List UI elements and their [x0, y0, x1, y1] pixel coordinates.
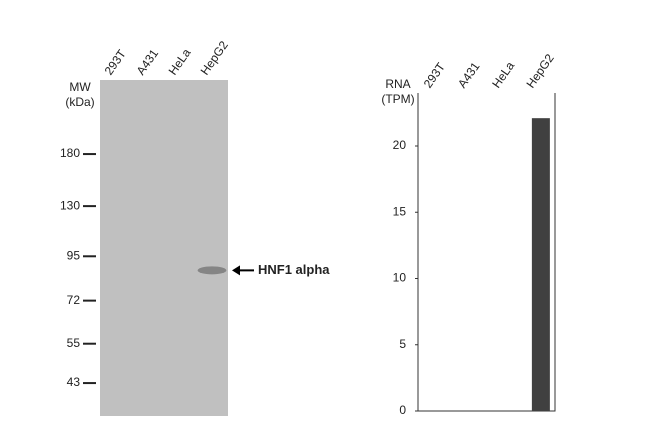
bar [531, 118, 550, 412]
y-axis-label: (kDa) [65, 95, 94, 109]
y-axis-label: (TPM) [381, 92, 414, 106]
lane-label: 293T [421, 60, 449, 91]
marker-label: 43 [67, 375, 81, 389]
y-tick-label: 0 [399, 403, 406, 417]
band-label: HNF1 alpha [258, 262, 330, 277]
y-tick-label: 20 [393, 138, 407, 152]
lane-label: HeLa [166, 46, 194, 78]
lane-label: HeLa [489, 59, 517, 91]
y-tick-label: 15 [393, 204, 407, 218]
marker-label: 72 [67, 293, 81, 307]
marker-label: 130 [60, 198, 80, 212]
band [197, 266, 227, 275]
y-axis-label: RNA [385, 77, 410, 91]
arrow-head [232, 265, 240, 276]
y-axis-label: MW [69, 80, 91, 94]
axes [417, 93, 556, 412]
lane-label: A431 [134, 46, 162, 77]
lane-label: A431 [455, 59, 483, 90]
marker-label: 95 [67, 248, 81, 262]
lane-label: 293T [102, 47, 130, 78]
lane-label: HepG2 [198, 38, 231, 77]
lane-label: HepG2 [523, 51, 556, 90]
y-tick-label: 10 [393, 271, 407, 285]
marker-label: 180 [60, 146, 80, 160]
gel [100, 80, 228, 416]
y-tick-label: 5 [399, 337, 406, 351]
marker-label: 55 [67, 336, 81, 350]
